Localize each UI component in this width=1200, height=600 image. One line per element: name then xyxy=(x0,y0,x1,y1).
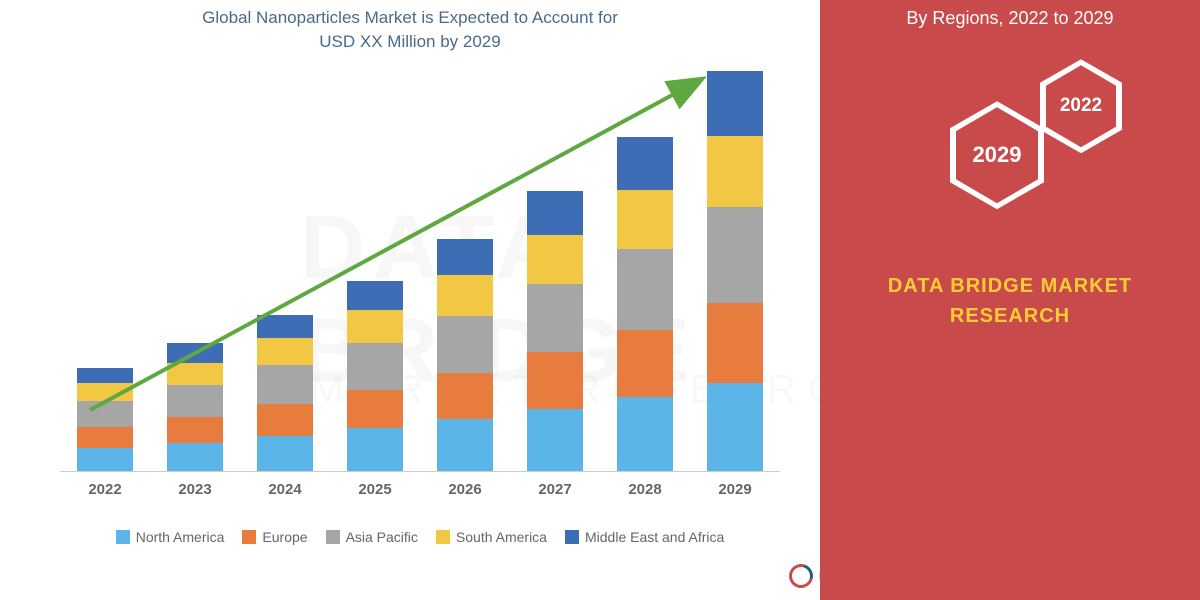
bar-segment xyxy=(167,385,223,417)
hexagon-2029: 2029 xyxy=(950,101,1044,209)
x-label: 2027 xyxy=(527,481,583,498)
bar-segment xyxy=(707,136,763,207)
brand-text: DATA BRIDGE MARKET RESEARCH xyxy=(840,271,1180,331)
bar-segment xyxy=(257,365,313,404)
bar-segment xyxy=(167,363,223,385)
bar-2025 xyxy=(347,281,403,471)
legend-label: North America xyxy=(136,529,225,545)
chart-title-line2: USD XX Million by 2029 xyxy=(319,32,500,51)
bar-segment xyxy=(617,190,673,249)
bar-2026 xyxy=(437,239,493,471)
bar-segment xyxy=(347,390,403,429)
x-label: 2026 xyxy=(437,481,493,498)
x-label: 2024 xyxy=(257,481,313,498)
chart-panel: Global Nanoparticles Market is Expected … xyxy=(0,0,820,600)
bar-segment xyxy=(527,284,583,352)
bar-2024 xyxy=(257,315,313,471)
legend: North America Europe Asia Pacific South Ame… xyxy=(50,529,790,545)
legend-swatch xyxy=(565,530,579,544)
right-panel-title: By Regions, 2022 to 2029 xyxy=(840,6,1180,31)
legend-swatch xyxy=(116,530,130,544)
footer-logo-text: DATA BRIDGE xyxy=(819,569,900,583)
bar-segment xyxy=(347,428,403,471)
bar-segment xyxy=(347,343,403,389)
bar-segment xyxy=(707,383,763,471)
chart-area: 2022 2023 2024 2025 2026 2027 2028 2029 xyxy=(60,60,780,500)
legend-item: Europe xyxy=(242,529,307,545)
legend-swatch xyxy=(326,530,340,544)
legend-item: Asia Pacific xyxy=(326,529,418,545)
bar-2028 xyxy=(617,137,673,471)
x-axis-labels: 2022 2023 2024 2025 2026 2027 2028 2029 xyxy=(60,481,780,498)
bar-2029 xyxy=(707,71,763,471)
bar-segment xyxy=(347,281,403,309)
legend-label: Middle East and Africa xyxy=(585,529,724,545)
chart-title-line1: Global Nanoparticles Market is Expected … xyxy=(202,8,618,27)
legend-item: South America xyxy=(436,529,547,545)
bar-segment xyxy=(257,338,313,365)
legend-item: Middle East and Africa xyxy=(565,529,724,545)
bar-segment xyxy=(437,373,493,419)
brand-line1: DATA BRIDGE MARKET xyxy=(888,275,1132,297)
bar-segment xyxy=(617,330,673,397)
bar-segment xyxy=(707,71,763,136)
brand-line2: RESEARCH xyxy=(950,305,1070,327)
bar-segment xyxy=(527,352,583,409)
bar-segment xyxy=(437,275,493,316)
bar-segment xyxy=(437,316,493,373)
x-label: 2023 xyxy=(167,481,223,498)
bar-segment xyxy=(437,239,493,275)
bar-segment xyxy=(167,417,223,443)
bar-segment xyxy=(617,397,673,471)
bar-segment xyxy=(77,383,133,401)
legend-swatch xyxy=(436,530,450,544)
x-label: 2029 xyxy=(707,481,763,498)
bar-segment xyxy=(77,427,133,448)
chart-title: Global Nanoparticles Market is Expected … xyxy=(0,6,820,54)
bar-segment xyxy=(617,249,673,330)
bar-segment xyxy=(257,315,313,338)
bar-segment xyxy=(707,207,763,304)
x-label: 2025 xyxy=(347,481,403,498)
bar-segment xyxy=(527,191,583,235)
bar-2027 xyxy=(527,191,583,471)
bar-segment xyxy=(617,137,673,190)
legend-label: South America xyxy=(456,529,547,545)
bar-2023 xyxy=(167,343,223,471)
right-panel: By Regions, 2022 to 2029 2029 2022 DATA … xyxy=(820,0,1200,600)
bar-segment xyxy=(437,419,493,471)
legend-label: Asia Pacific xyxy=(346,529,418,545)
bar-segment xyxy=(167,443,223,471)
x-label: 2022 xyxy=(77,481,133,498)
hexagon-group: 2029 2022 xyxy=(840,51,1180,231)
bar-segment xyxy=(347,310,403,344)
bar-segment xyxy=(257,404,313,436)
bar-segment xyxy=(527,409,583,471)
legend-swatch xyxy=(242,530,256,544)
bar-segment xyxy=(707,303,763,383)
bar-segment xyxy=(257,436,313,471)
bar-segment xyxy=(77,368,133,383)
x-label: 2028 xyxy=(617,481,673,498)
bar-segment xyxy=(167,343,223,362)
legend-label: Europe xyxy=(262,529,307,545)
bar-segment xyxy=(77,401,133,427)
bar-segment xyxy=(527,235,583,284)
footer-logo: DATA BRIDGE xyxy=(789,564,900,588)
legend-item: North America xyxy=(116,529,225,545)
bar-2022 xyxy=(77,368,133,471)
footer-logo-icon xyxy=(784,560,817,593)
bars-container xyxy=(60,60,780,472)
hexagon-2022: 2022 xyxy=(1040,59,1122,153)
bar-segment xyxy=(77,448,133,471)
